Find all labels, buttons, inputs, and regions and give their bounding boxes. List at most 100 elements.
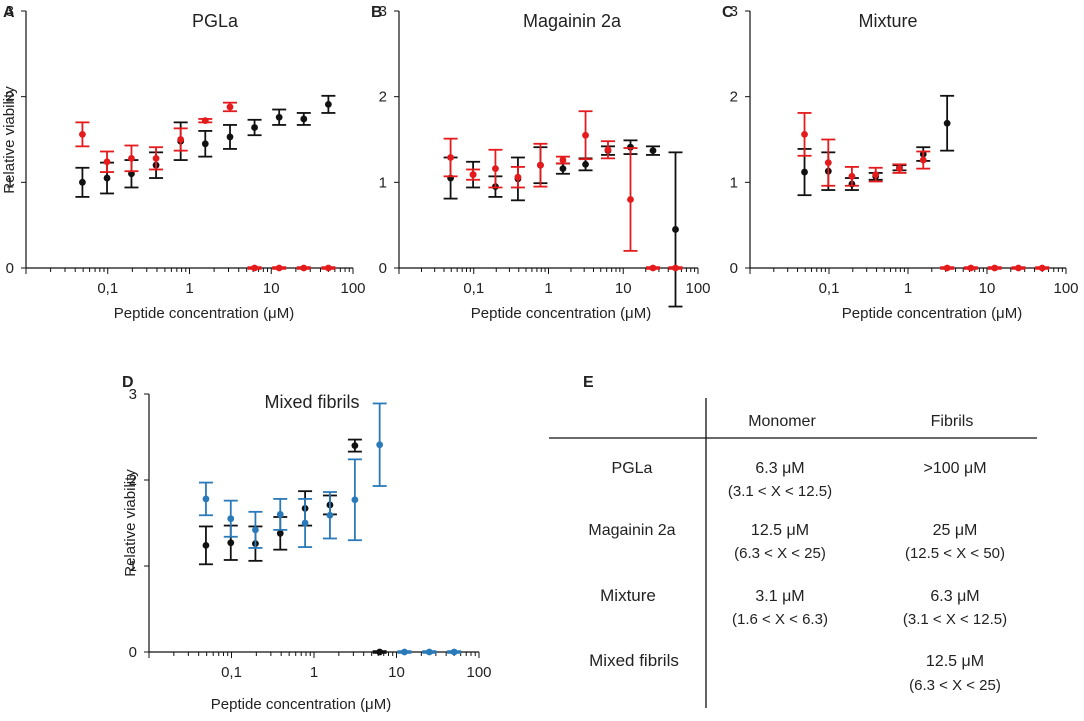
- data-point: [627, 196, 634, 203]
- data-point: [514, 173, 522, 181]
- x-tick-label: 100: [1053, 280, 1078, 297]
- data-point: [103, 158, 111, 166]
- table-cell-monomer: 6.3 μM: [755, 460, 804, 477]
- x-tick-label: 100: [340, 280, 365, 297]
- panel-letter-d: D: [122, 374, 134, 391]
- data-point: [128, 154, 135, 162]
- data-point: [376, 648, 384, 656]
- data-point: [227, 515, 235, 523]
- table-cell-fibrils-range: (3.1 < X < 12.5): [903, 611, 1007, 628]
- data-point: [450, 648, 458, 656]
- panel-letter-e: E: [583, 374, 594, 391]
- data-point: [300, 115, 308, 123]
- series-black: [75, 94, 336, 198]
- data-point: [202, 541, 210, 549]
- data-point: [276, 511, 284, 518]
- y-tick-label: 3: [379, 3, 387, 20]
- x-axis-label: Peptide concentration (μM): [842, 305, 1022, 322]
- y-tick-label: 1: [379, 174, 387, 191]
- data-point: [103, 174, 111, 182]
- data-point: [896, 165, 903, 173]
- y-tick-label: 1: [6, 174, 14, 191]
- data-point: [152, 154, 160, 162]
- x-tick-label: 10: [615, 280, 632, 297]
- data-point: [251, 124, 258, 131]
- data-point: [582, 160, 589, 168]
- data-point: [324, 264, 332, 272]
- data-point: [401, 648, 408, 656]
- y-tick-label: 2: [379, 89, 387, 106]
- data-point: [201, 140, 209, 148]
- data-point: [492, 165, 499, 173]
- data-point: [559, 156, 567, 164]
- x-tick-label: 1: [310, 664, 318, 681]
- data-point: [376, 441, 384, 449]
- x-tick-label: 0,1: [97, 280, 118, 297]
- data-point: [943, 119, 951, 127]
- table-cell-monomer: 12.5 μM: [751, 522, 809, 539]
- chart-panel-mixture: 0,1 1 10 100 0 1 2 3 Mixture Peptide concentratio…: [730, 3, 1079, 322]
- data-point: [251, 264, 258, 272]
- data-point: [227, 539, 235, 547]
- y-tick-label: 0: [730, 260, 738, 277]
- data-point: [351, 496, 359, 504]
- table-row-label: Magainin 2a: [588, 522, 675, 539]
- table-cell-fibrils: 25 μM: [933, 522, 978, 539]
- x-tick-label: 0,1: [819, 280, 840, 297]
- data-point: [537, 161, 544, 169]
- table-header-fibrils: Fibrils: [931, 413, 974, 430]
- data-point: [324, 100, 332, 108]
- x-tick-label: 1: [904, 280, 912, 297]
- series-black: [198, 438, 387, 656]
- data-point: [991, 264, 999, 272]
- data-point: [79, 178, 86, 186]
- table-cell-fibrils-range: (12.5 < X < 50): [905, 545, 1005, 562]
- x-axis-label: Peptide concentration (μM): [471, 305, 651, 322]
- data-point: [824, 159, 832, 167]
- x-tick-label: 1: [544, 280, 552, 297]
- data-point: [301, 519, 309, 527]
- data-point: [275, 113, 283, 121]
- y-tick-label: 3: [129, 386, 137, 403]
- x-tick-label: 10: [979, 280, 996, 297]
- y-tick-label: 2: [129, 472, 137, 489]
- data-point: [801, 130, 808, 138]
- y-tick-label: 2: [6, 89, 14, 106]
- y-tick-label: 1: [730, 174, 738, 191]
- y-axis-label: Relative viability: [1, 86, 18, 194]
- data-point: [226, 133, 234, 141]
- x-tick-label: 1: [185, 280, 193, 297]
- data-point: [202, 495, 210, 503]
- y-tick-label: 2: [730, 89, 738, 106]
- chart-panel-magainin: 0,1 1 10 100 0 1 2 3 Magainin 2a Peptide concentr…: [379, 3, 711, 322]
- series-red: [443, 110, 683, 272]
- table-cell-fibrils: 12.5 μM: [926, 653, 984, 670]
- data-point: [649, 264, 657, 272]
- x-axis-label: Peptide concentration (μM): [114, 305, 294, 322]
- x-axis-label: Peptide concentration (μM): [211, 696, 391, 713]
- data-point: [672, 264, 679, 272]
- data-point: [604, 146, 612, 154]
- x-tick-label: 10: [263, 280, 280, 297]
- table-cell-fibrils: >100 μM: [923, 460, 986, 477]
- data-point: [1015, 264, 1022, 272]
- series-red: [797, 112, 1050, 272]
- chart-title: Mixed fibrils: [264, 392, 359, 412]
- x-tick-label: 100: [685, 280, 710, 297]
- data-point: [919, 156, 927, 164]
- data-point: [276, 529, 284, 537]
- x-tick-label: 10: [388, 664, 405, 681]
- y-tick-label: 3: [730, 3, 738, 20]
- series-red: [75, 101, 336, 272]
- data-point: [226, 103, 234, 111]
- data-point: [79, 130, 86, 138]
- panel-letter-a: A: [3, 4, 15, 21]
- data-point: [1038, 264, 1046, 272]
- data-point: [943, 264, 951, 272]
- data-point: [672, 226, 679, 233]
- table-cell-fibrils: 6.3 μM: [930, 588, 979, 605]
- chart-panel-mixed-fibrils: 0,1 1 10 100 0 1 2 3 Mixed fibrils Peptide concen…: [122, 386, 492, 713]
- data-point: [201, 117, 209, 125]
- series-blue: [198, 402, 462, 656]
